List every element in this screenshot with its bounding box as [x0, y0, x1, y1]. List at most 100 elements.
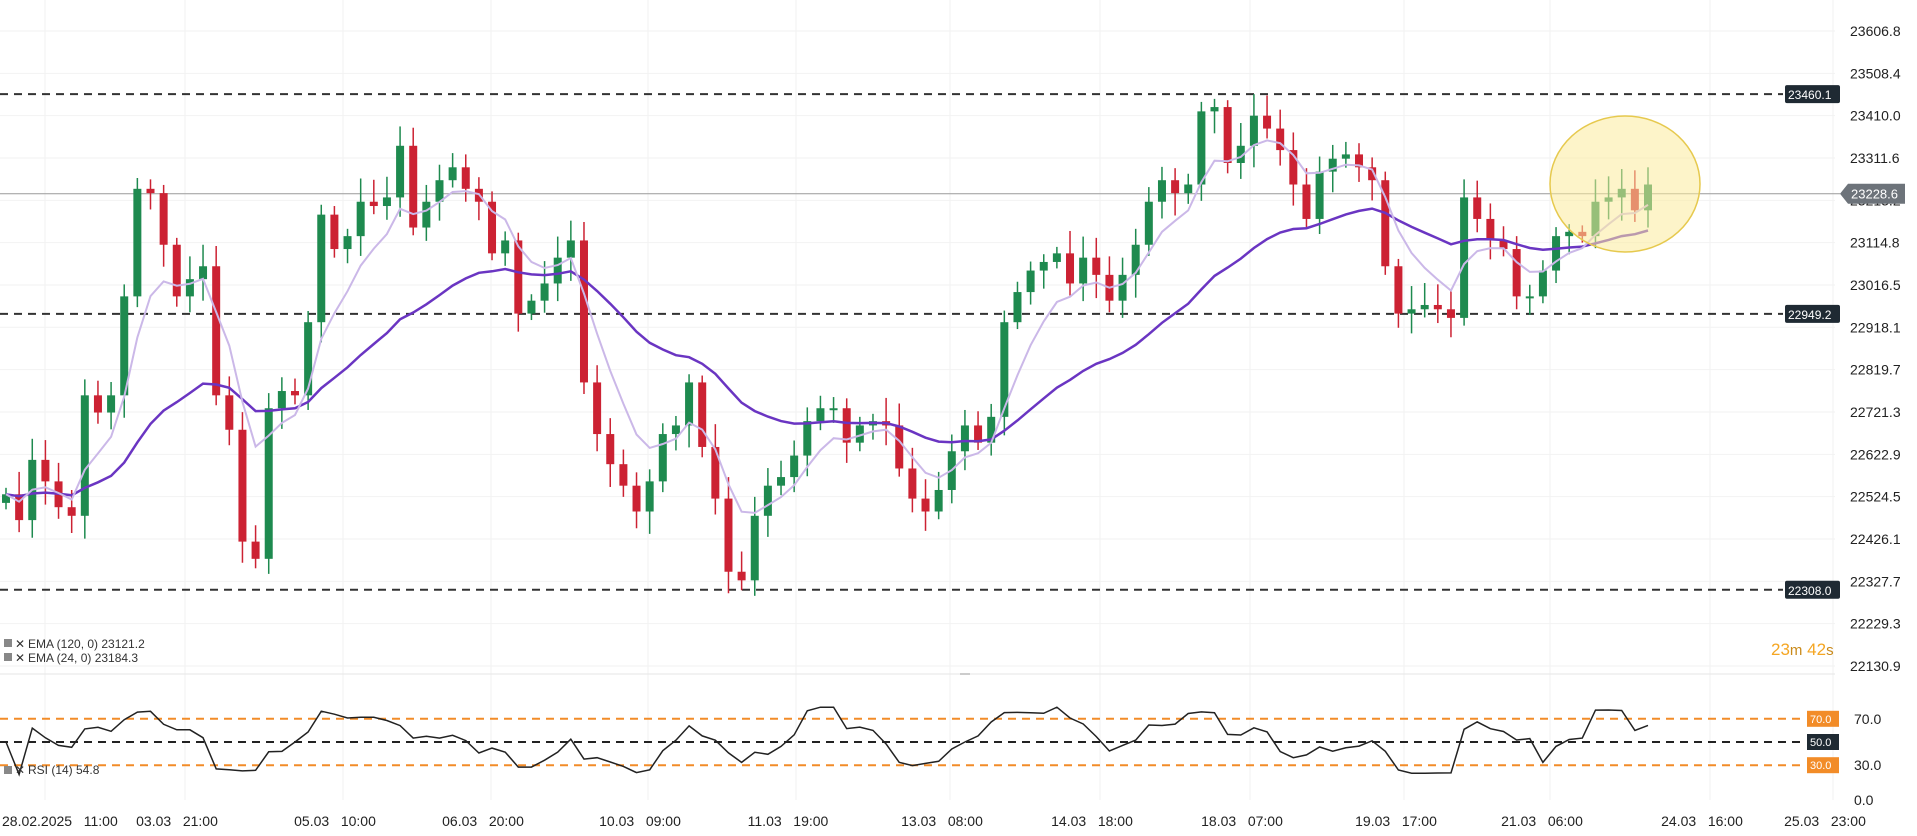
legend-close-icon[interactable]: ✕ — [15, 637, 25, 651]
candle-body — [159, 193, 168, 245]
time-tick-label: 25.03 23:00 — [1784, 813, 1866, 829]
candle-body — [1486, 218, 1495, 241]
candle-body — [698, 382, 707, 447]
time-tick-label: 06.03 20:00 — [442, 813, 524, 829]
rsi-level-label: 50.0 — [1810, 737, 1831, 749]
candle-body — [645, 481, 654, 512]
candle-body — [1473, 197, 1482, 219]
time-tick-label: 28.02.2025 11:00 — [2, 813, 118, 829]
price-tick-label: 23508.4 — [1850, 65, 1901, 81]
price-tick-label: 22918.1 — [1850, 319, 1901, 335]
candle-body — [1420, 304, 1429, 310]
candle-body — [290, 391, 299, 396]
rsi-menu-icon[interactable] — [4, 766, 12, 774]
candle-body — [790, 455, 799, 478]
candle-body — [133, 188, 142, 297]
candle-body — [1368, 167, 1377, 181]
legend-close-icon[interactable]: ✕ — [15, 651, 25, 665]
time-tick-label: 24.03 16:00 — [1661, 813, 1743, 829]
price-axis: 23606.823508.423410.023311.623213.223114… — [1840, 23, 1905, 674]
price-tick-label: 23410.0 — [1850, 108, 1901, 124]
candle-body — [1157, 180, 1166, 202]
legend-label: EMA (120, 0) 23121.2 — [28, 637, 145, 651]
price-panel: 23460.1 22949.2 22308.0 23606.8 23508.4 2341… — [0, 23, 1905, 674]
time-tick-label: 05.03 10:00 — [294, 813, 376, 829]
candle-body — [763, 485, 772, 516]
countdown-minutes: 23 — [1771, 640, 1790, 659]
current-price-label: 23228.6 — [1851, 187, 1898, 202]
rsi-line — [5, 706, 1649, 777]
candle-body — [553, 257, 562, 284]
candle-body — [1525, 296, 1534, 299]
candle-body — [514, 240, 523, 314]
rsi-legend-label: RSI (14) 54.8 — [28, 763, 100, 777]
legend-label: EMA (24, 0) 23184.3 — [28, 651, 138, 665]
candle-body — [1131, 244, 1140, 275]
rsi-close-icon[interactable]: ✕ — [15, 763, 25, 777]
rsi-level-box — [1807, 734, 1839, 750]
level-label: 22308.0 — [1788, 584, 1832, 598]
candle-body — [1249, 115, 1258, 146]
ema-24-line — [5, 139, 1649, 514]
candle-body — [488, 201, 497, 254]
candle-body — [1302, 184, 1311, 219]
candle-body — [1538, 270, 1547, 297]
candle-body — [566, 240, 575, 258]
candle-body — [1236, 145, 1245, 163]
rsi-level-label: 70.0 — [1810, 714, 1831, 726]
candle-body — [1289, 150, 1298, 185]
level-label: 23460.1 — [1788, 88, 1832, 102]
time-tick-label: 13.03 08:00 — [901, 813, 983, 829]
candle-body — [2, 494, 10, 503]
candle-countdown: 23m 42s — [1771, 640, 1834, 660]
ema-120-line — [5, 207, 1649, 498]
candle-body — [658, 434, 667, 482]
candle-body — [606, 434, 615, 465]
candles — [2, 94, 1652, 596]
candle-body — [343, 236, 352, 250]
candle-body — [842, 408, 851, 443]
candle-body — [974, 425, 983, 443]
candle-body — [1407, 309, 1416, 314]
legend-menu-icon[interactable] — [4, 639, 12, 647]
candle-body — [396, 145, 405, 198]
rsi-level-label: 30.0 — [1810, 760, 1831, 772]
candle-body — [1315, 171, 1324, 219]
candle-body — [1276, 128, 1285, 151]
candle-body — [829, 408, 838, 411]
price-tick-label: 22622.9 — [1850, 446, 1901, 462]
time-tick-label: 14.03 18:00 — [1051, 813, 1133, 829]
candle-body — [317, 214, 326, 323]
candle-body — [277, 391, 286, 409]
candle-body — [382, 197, 391, 207]
candle-body — [1355, 154, 1364, 168]
candle-body — [1118, 274, 1127, 301]
candle-body — [540, 283, 549, 301]
candle-body — [238, 429, 247, 542]
price-tick-label: 22229.3 — [1850, 616, 1901, 632]
candle-body — [724, 498, 733, 572]
candle-body — [304, 322, 313, 396]
candle-body — [1446, 309, 1455, 318]
candle-body — [41, 459, 50, 482]
rsi-level-box — [1807, 757, 1839, 774]
candle-body — [107, 395, 116, 413]
candle-body — [120, 296, 129, 396]
candle-body — [448, 167, 457, 181]
candle-body — [1223, 107, 1232, 163]
candle-body — [1079, 257, 1088, 284]
price-tick-label: 23016.5 — [1850, 277, 1901, 293]
candle-body — [593, 382, 602, 435]
legend-menu-icon[interactable] — [4, 653, 12, 661]
candle-body — [803, 421, 812, 456]
candle-body — [855, 425, 864, 443]
candle-body — [1341, 154, 1350, 159]
candle-body — [777, 477, 786, 486]
price-tick-label: 23114.8 — [1850, 235, 1900, 251]
candle-body — [960, 425, 969, 452]
candle-body — [1394, 266, 1403, 314]
price-tick-label: 22130.9 — [1850, 658, 1901, 674]
time-tick-label: 18.03 07:00 — [1201, 813, 1283, 829]
price-tick-label: 22426.1 — [1850, 531, 1901, 547]
